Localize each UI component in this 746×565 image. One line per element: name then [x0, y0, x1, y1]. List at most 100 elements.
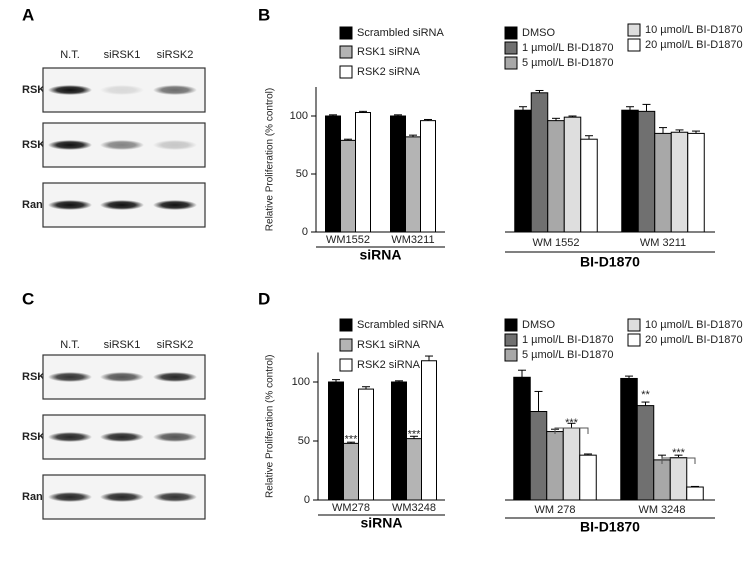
legend-label: DMSO [522, 27, 555, 39]
bar [547, 120, 565, 233]
x-axis-label: siRNA [360, 515, 402, 531]
lane-label: siRSK2 [157, 49, 194, 61]
bar [653, 459, 671, 501]
legend-label: Scrambled siRNA [357, 27, 444, 39]
x-tick-label: WM1552 [326, 234, 370, 246]
band [153, 432, 197, 442]
legend-label: RSK2 siRNA [357, 66, 421, 78]
bar [562, 427, 581, 501]
band [153, 200, 197, 210]
legend-label: 5 µmol/L BI-D1870 [522, 349, 614, 361]
bar [620, 377, 638, 501]
band [100, 200, 144, 210]
panel-label: D [258, 289, 270, 308]
bar [355, 112, 371, 233]
x-tick-label: WM 278 [535, 504, 576, 516]
legend-swatch [504, 348, 518, 362]
band [100, 432, 144, 442]
bar [621, 109, 639, 233]
legend-label: RSK2 siRNA [357, 359, 421, 371]
legend-swatch [627, 318, 641, 332]
bar [514, 109, 532, 233]
row-label: Ran [22, 199, 43, 211]
band [48, 492, 92, 502]
y-tick-label: 0 [302, 226, 308, 238]
bar [579, 454, 597, 501]
bar [391, 381, 407, 501]
legend-swatch [504, 26, 518, 40]
bar [421, 360, 437, 501]
bar [670, 131, 689, 233]
annotation: *** [565, 417, 579, 429]
legend-swatch [339, 65, 353, 79]
legend-label: RSK1 siRNA [357, 339, 421, 351]
bar [340, 139, 356, 233]
band [153, 372, 197, 382]
x-tick-label: WM 3211 [640, 237, 686, 249]
legend-swatch [504, 333, 518, 347]
annotation: *** [408, 429, 422, 441]
bar [358, 388, 374, 501]
legend-swatch [627, 333, 641, 347]
band [48, 372, 92, 382]
significance-bracket [554, 427, 589, 434]
legend-label: RSK1 siRNA [357, 46, 421, 58]
x-tick-label: WM 3248 [638, 504, 685, 516]
legend-label: 10 µmol/L BI-D1870 [645, 319, 743, 331]
band [48, 85, 92, 95]
bar [328, 381, 344, 501]
legend-label: 1 µmol/L BI-D1870 [522, 334, 614, 346]
bar [686, 486, 704, 501]
band [100, 85, 144, 95]
band [153, 140, 197, 150]
band [100, 140, 144, 150]
bar [405, 136, 421, 233]
legend-swatch [627, 38, 641, 52]
lane-label: siRSK1 [104, 339, 141, 351]
legend-label: 10 µmol/L BI-D1870 [645, 24, 743, 36]
y-tick-label: 0 [304, 494, 310, 506]
legend-swatch [504, 56, 518, 70]
x-axis-label: BI-D1870 [580, 519, 640, 535]
bar [669, 457, 688, 501]
band [153, 85, 197, 95]
band [48, 140, 92, 150]
band [48, 200, 92, 210]
x-tick-label: WM3248 [392, 502, 436, 514]
bar [637, 110, 656, 233]
bar [529, 411, 548, 501]
bar [390, 115, 406, 233]
bar [546, 431, 564, 501]
y-axis-label: Relative Proliferation (% control) [265, 88, 276, 231]
legend-swatch [504, 318, 518, 332]
band [153, 492, 197, 502]
legend-swatch [339, 26, 353, 40]
legend-label: Scrambled siRNA [357, 319, 444, 331]
legend-swatch [627, 23, 641, 37]
panel-label: B [258, 5, 270, 24]
bar [325, 115, 341, 233]
legend-label: 20 µmol/L BI-D1870 [645, 39, 743, 51]
bar [580, 138, 598, 233]
y-tick-label: 50 [296, 168, 308, 180]
x-tick-label: WM278 [332, 502, 370, 514]
y-tick-label: 100 [292, 376, 310, 388]
panel-label: A [22, 5, 34, 24]
lane-label: siRSK2 [157, 339, 194, 351]
bar [420, 120, 436, 233]
x-axis-label: BI-D1870 [580, 254, 640, 270]
legend-label: 5 µmol/L BI-D1870 [522, 57, 614, 69]
band [100, 372, 144, 382]
x-tick-label: WM3211 [391, 234, 434, 246]
legend-label: DMSO [522, 319, 555, 331]
annotation: *** [672, 447, 686, 459]
legend-label: 20 µmol/L BI-D1870 [645, 334, 743, 346]
annotation: ** [641, 389, 650, 401]
bar [513, 376, 531, 501]
legend-swatch [339, 318, 353, 332]
lane-label: N.T. [60, 339, 80, 351]
panel-label: C [22, 289, 34, 308]
y-axis-label: Relative Proliferation (% control) [265, 355, 276, 498]
bar [563, 116, 582, 233]
